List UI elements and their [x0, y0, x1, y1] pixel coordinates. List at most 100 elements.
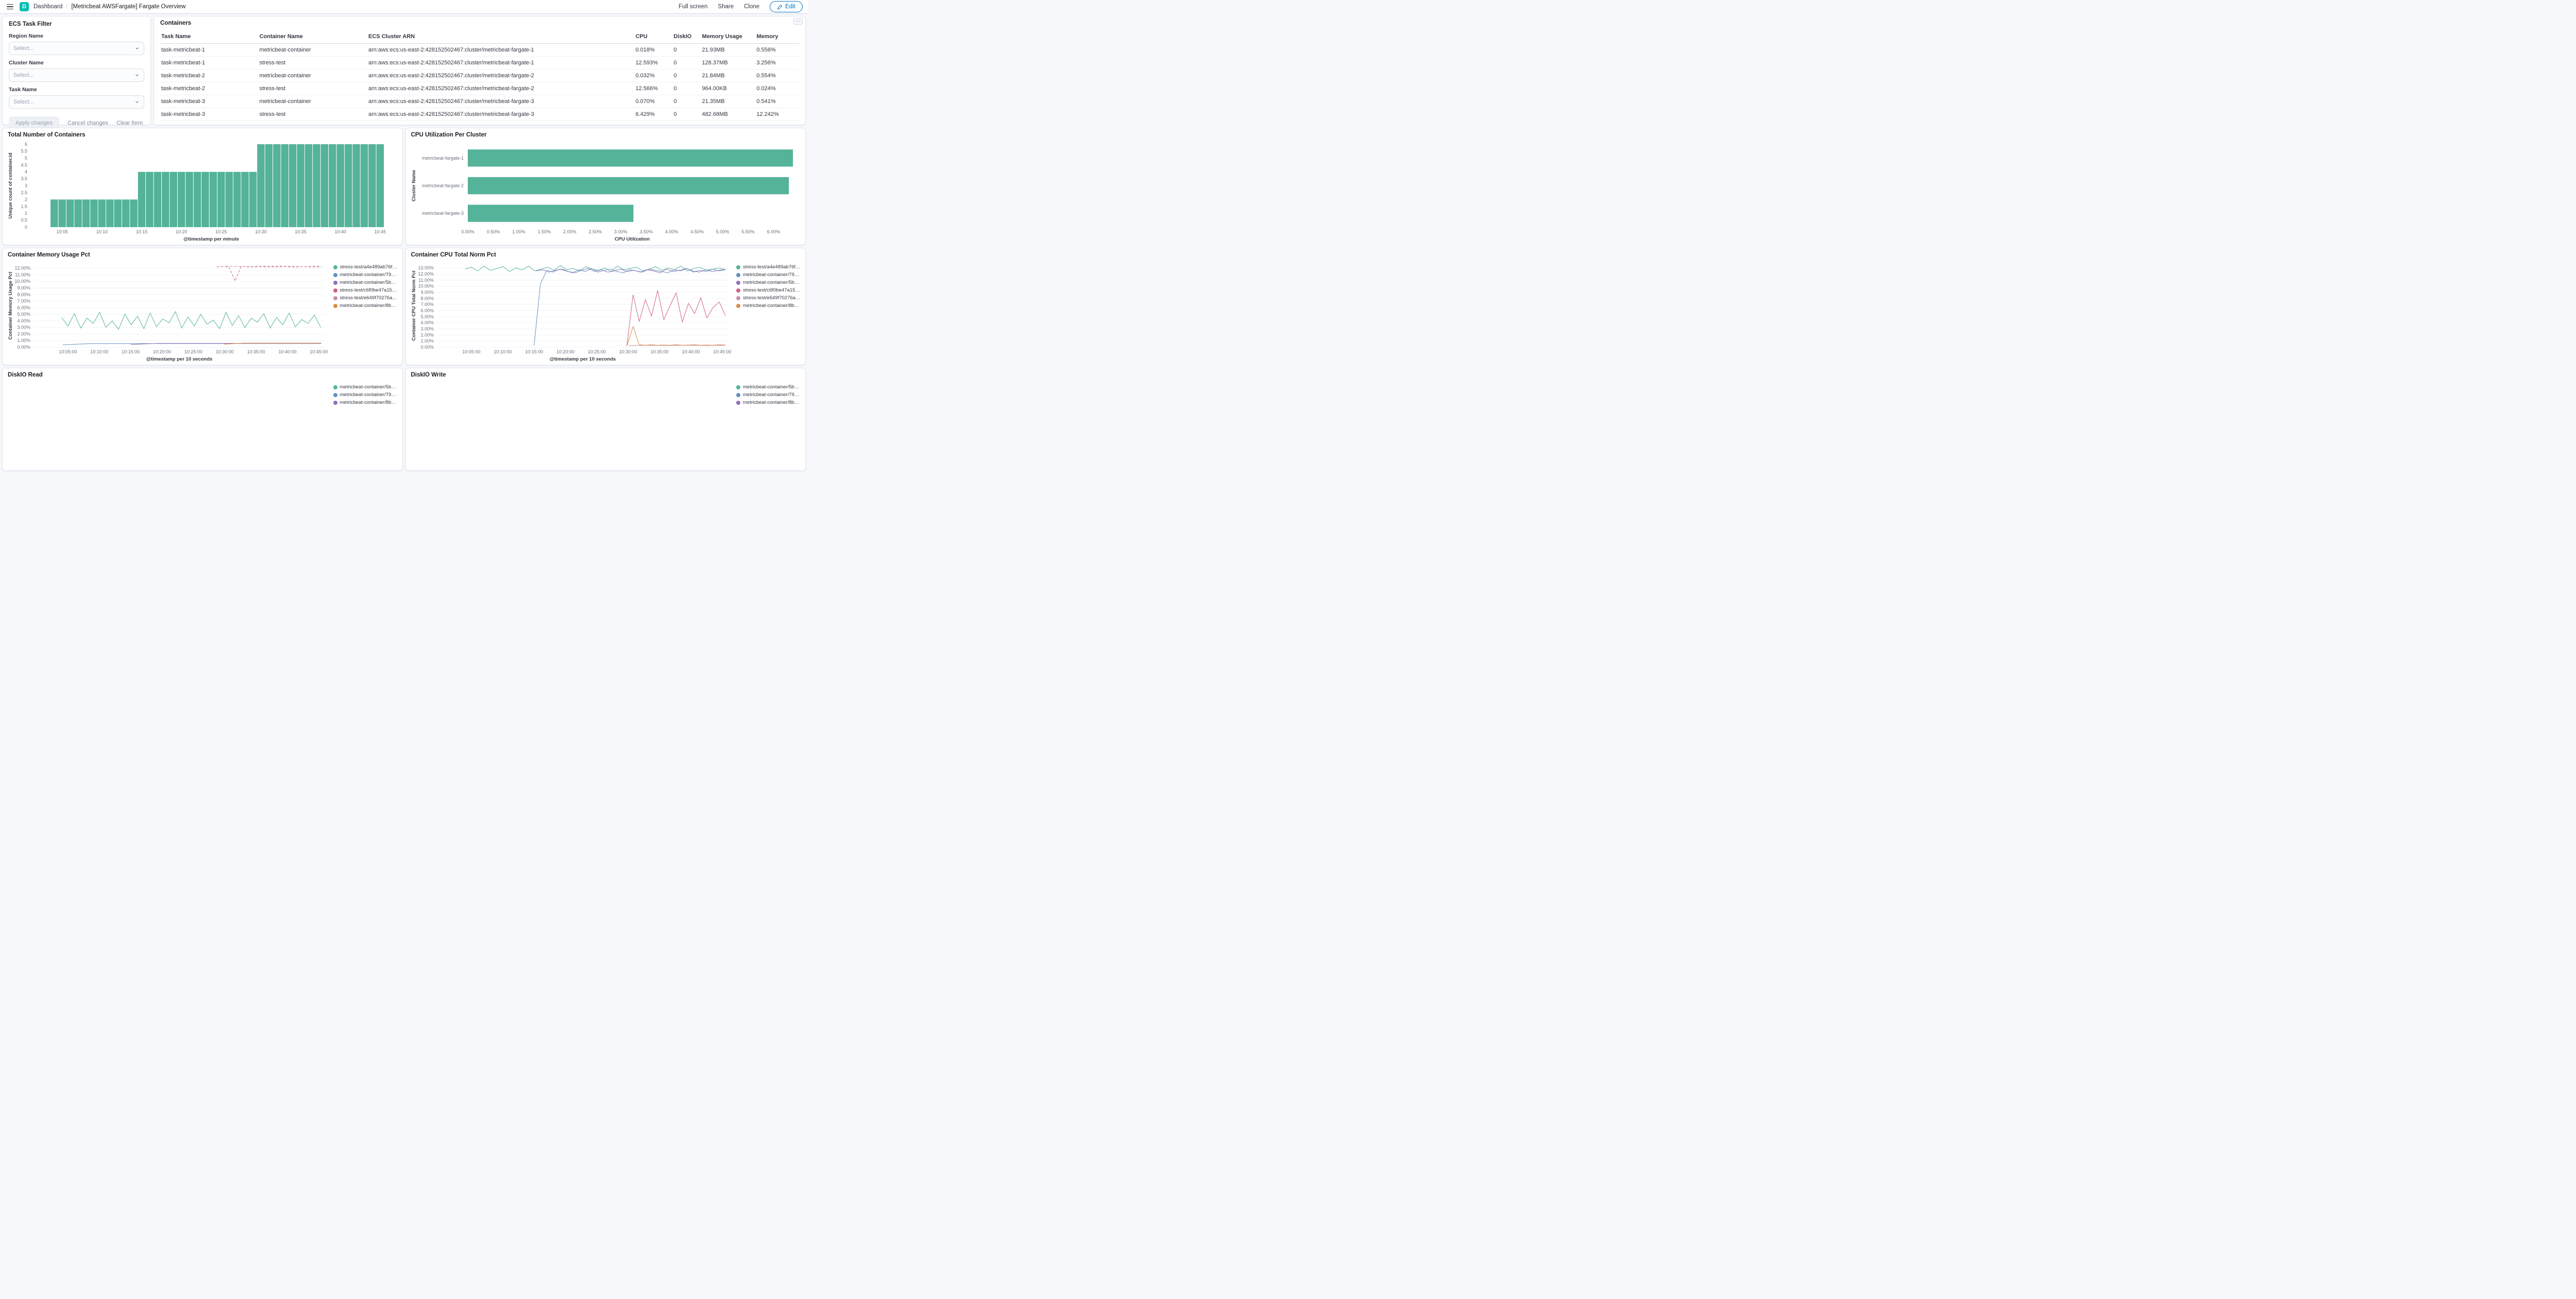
bar[interactable] [344, 144, 352, 227]
cancel-changes-button[interactable]: Cancel changes [67, 120, 109, 126]
bar[interactable] [193, 172, 201, 227]
bar[interactable] [201, 172, 209, 227]
space-avatar[interactable]: D [20, 2, 29, 11]
bar[interactable] [90, 199, 98, 227]
region-name-select[interactable]: Select... [9, 42, 144, 55]
cpu-per-cluster-panel: CPU Utilization Per Cluster 0.00% 0.50% 1.… [405, 128, 806, 245]
legend-item[interactable]: metricbeat-container/7973d4… [333, 392, 398, 398]
legend-item[interactable]: stress-test/e649f70276ad0e2… [333, 295, 398, 301]
legend-item[interactable]: stress-test/a4e489ab76fd2b… [333, 264, 398, 270]
legend-item[interactable]: stress-test/c6f0be47a153c8… [333, 287, 398, 293]
bar[interactable] [304, 144, 313, 227]
bar[interactable] [170, 172, 177, 227]
column-header[interactable]: Container Name [258, 30, 368, 44]
legend-item[interactable]: stress-test/a4e489ab76fd2b… [736, 264, 801, 270]
legend-item[interactable]: metricbeat-container/8bb8a5… [736, 303, 801, 309]
legend-item[interactable]: stress-test/e649f70276ad0e2… [736, 295, 801, 301]
bar[interactable] [241, 172, 249, 227]
column-header[interactable]: Memory [755, 30, 799, 44]
bar[interactable] [297, 144, 304, 227]
breadcrumb-dashboard[interactable]: Dashboard [33, 4, 63, 10]
cluster-name-select[interactable]: Select... [9, 69, 144, 82]
y-axis-title: Container CPU Total Norm Pct [411, 270, 417, 340]
bar[interactable] [352, 144, 360, 227]
legend-item[interactable]: metricbeat-container/7973d4… [736, 272, 801, 278]
share-link[interactable]: Share [718, 4, 734, 10]
bar[interactable] [130, 199, 138, 227]
bar[interactable] [58, 199, 66, 227]
legend-item[interactable]: metricbeat-container/7973d4… [333, 272, 398, 278]
legend-item[interactable]: metricbeat-container/5be6b8… [736, 280, 801, 285]
chart-area [410, 380, 734, 468]
legend-item[interactable]: stress-test/c6f0be47a153c8… [736, 287, 801, 293]
apply-changes-button[interactable]: Apply changes [9, 116, 60, 130]
bar[interactable] [376, 144, 384, 227]
clone-link[interactable]: Clone [744, 4, 760, 10]
table-cell: task-metricbeat-2 [160, 69, 259, 82]
bar[interactable] [467, 204, 633, 222]
clear-form-button[interactable]: Clear form [116, 120, 143, 126]
bar[interactable] [154, 172, 162, 227]
tick-label: 3.5 [21, 176, 27, 181]
tick-label: 11.00% [418, 278, 434, 283]
bar[interactable] [98, 199, 106, 227]
tick-label: 2.50% [588, 229, 602, 234]
legend-color-dot [333, 272, 337, 277]
column-header[interactable]: DiskIO [672, 30, 701, 44]
bar[interactable] [467, 149, 793, 167]
bar[interactable] [336, 144, 344, 227]
bar[interactable] [368, 144, 376, 227]
bar[interactable] [225, 172, 233, 227]
bar[interactable] [320, 144, 329, 227]
tick-label: 4.5 [21, 162, 27, 167]
bar[interactable] [289, 144, 297, 227]
legend-item[interactable]: metricbeat-container/5be6b8… [333, 280, 398, 285]
bar[interactable] [273, 144, 281, 227]
task-name-select[interactable]: Select... [9, 95, 144, 109]
bar[interactable] [360, 144, 368, 227]
bar[interactable] [209, 172, 217, 227]
legend-item[interactable]: metricbeat-container/7973d4… [736, 392, 801, 398]
bar[interactable] [162, 172, 170, 227]
bar[interactable] [146, 172, 154, 227]
bar[interactable] [50, 199, 58, 227]
tick-label: 0.5 [21, 218, 27, 223]
column-header[interactable]: Task Name [160, 30, 259, 44]
series-line [465, 265, 725, 272]
column-header[interactable]: ECS Cluster ARN [367, 30, 635, 44]
bar[interactable] [106, 199, 114, 227]
bar[interactable] [233, 172, 241, 227]
bar[interactable] [74, 199, 82, 227]
bar[interactable] [185, 172, 193, 227]
tick-label: 9.00% [420, 289, 434, 295]
legend-item[interactable]: metricbeat-container/5be6b8… [736, 384, 801, 390]
column-header[interactable]: CPU [634, 30, 673, 44]
cluster-name-label: Cluster Name [9, 60, 44, 66]
panel-options-button[interactable]: ⋯ [793, 18, 803, 25]
legend-item[interactable]: metricbeat-container/8bb8a5… [333, 400, 398, 405]
bar[interactable] [217, 172, 225, 227]
bar[interactable] [467, 177, 789, 195]
bar[interactable] [114, 199, 122, 227]
tick-label: 2.00% [563, 229, 577, 234]
bar[interactable] [257, 144, 265, 227]
bar[interactable] [122, 199, 130, 227]
column-header[interactable]: Memory Usage [701, 30, 756, 44]
bar[interactable] [138, 172, 146, 227]
bar[interactable] [66, 199, 74, 227]
bar[interactable] [249, 172, 257, 227]
bar[interactable] [329, 144, 336, 227]
legend-item[interactable]: metricbeat-container/5be6b8… [333, 384, 398, 390]
container_cpu_pct-chart: 0.00%1.00%2.00%3.00%4.00%5.00%6.00%7.00%… [411, 265, 731, 362]
edit-button[interactable]: Edit [770, 1, 803, 12]
bar[interactable] [313, 144, 320, 227]
menu-button[interactable] [5, 3, 15, 11]
legend-item[interactable]: metricbeat-container/8bb8a5… [736, 400, 801, 405]
bar[interactable] [82, 199, 90, 227]
bar[interactable] [265, 144, 273, 227]
table-row: task-metricbeat-2 stress-test arn:aws:ecs:… [160, 82, 799, 95]
full-screen-link[interactable]: Full screen [679, 4, 708, 10]
bar[interactable] [177, 172, 185, 227]
bar[interactable] [281, 144, 289, 227]
legend-item[interactable]: metricbeat-container/8bb8a5… [333, 303, 398, 309]
